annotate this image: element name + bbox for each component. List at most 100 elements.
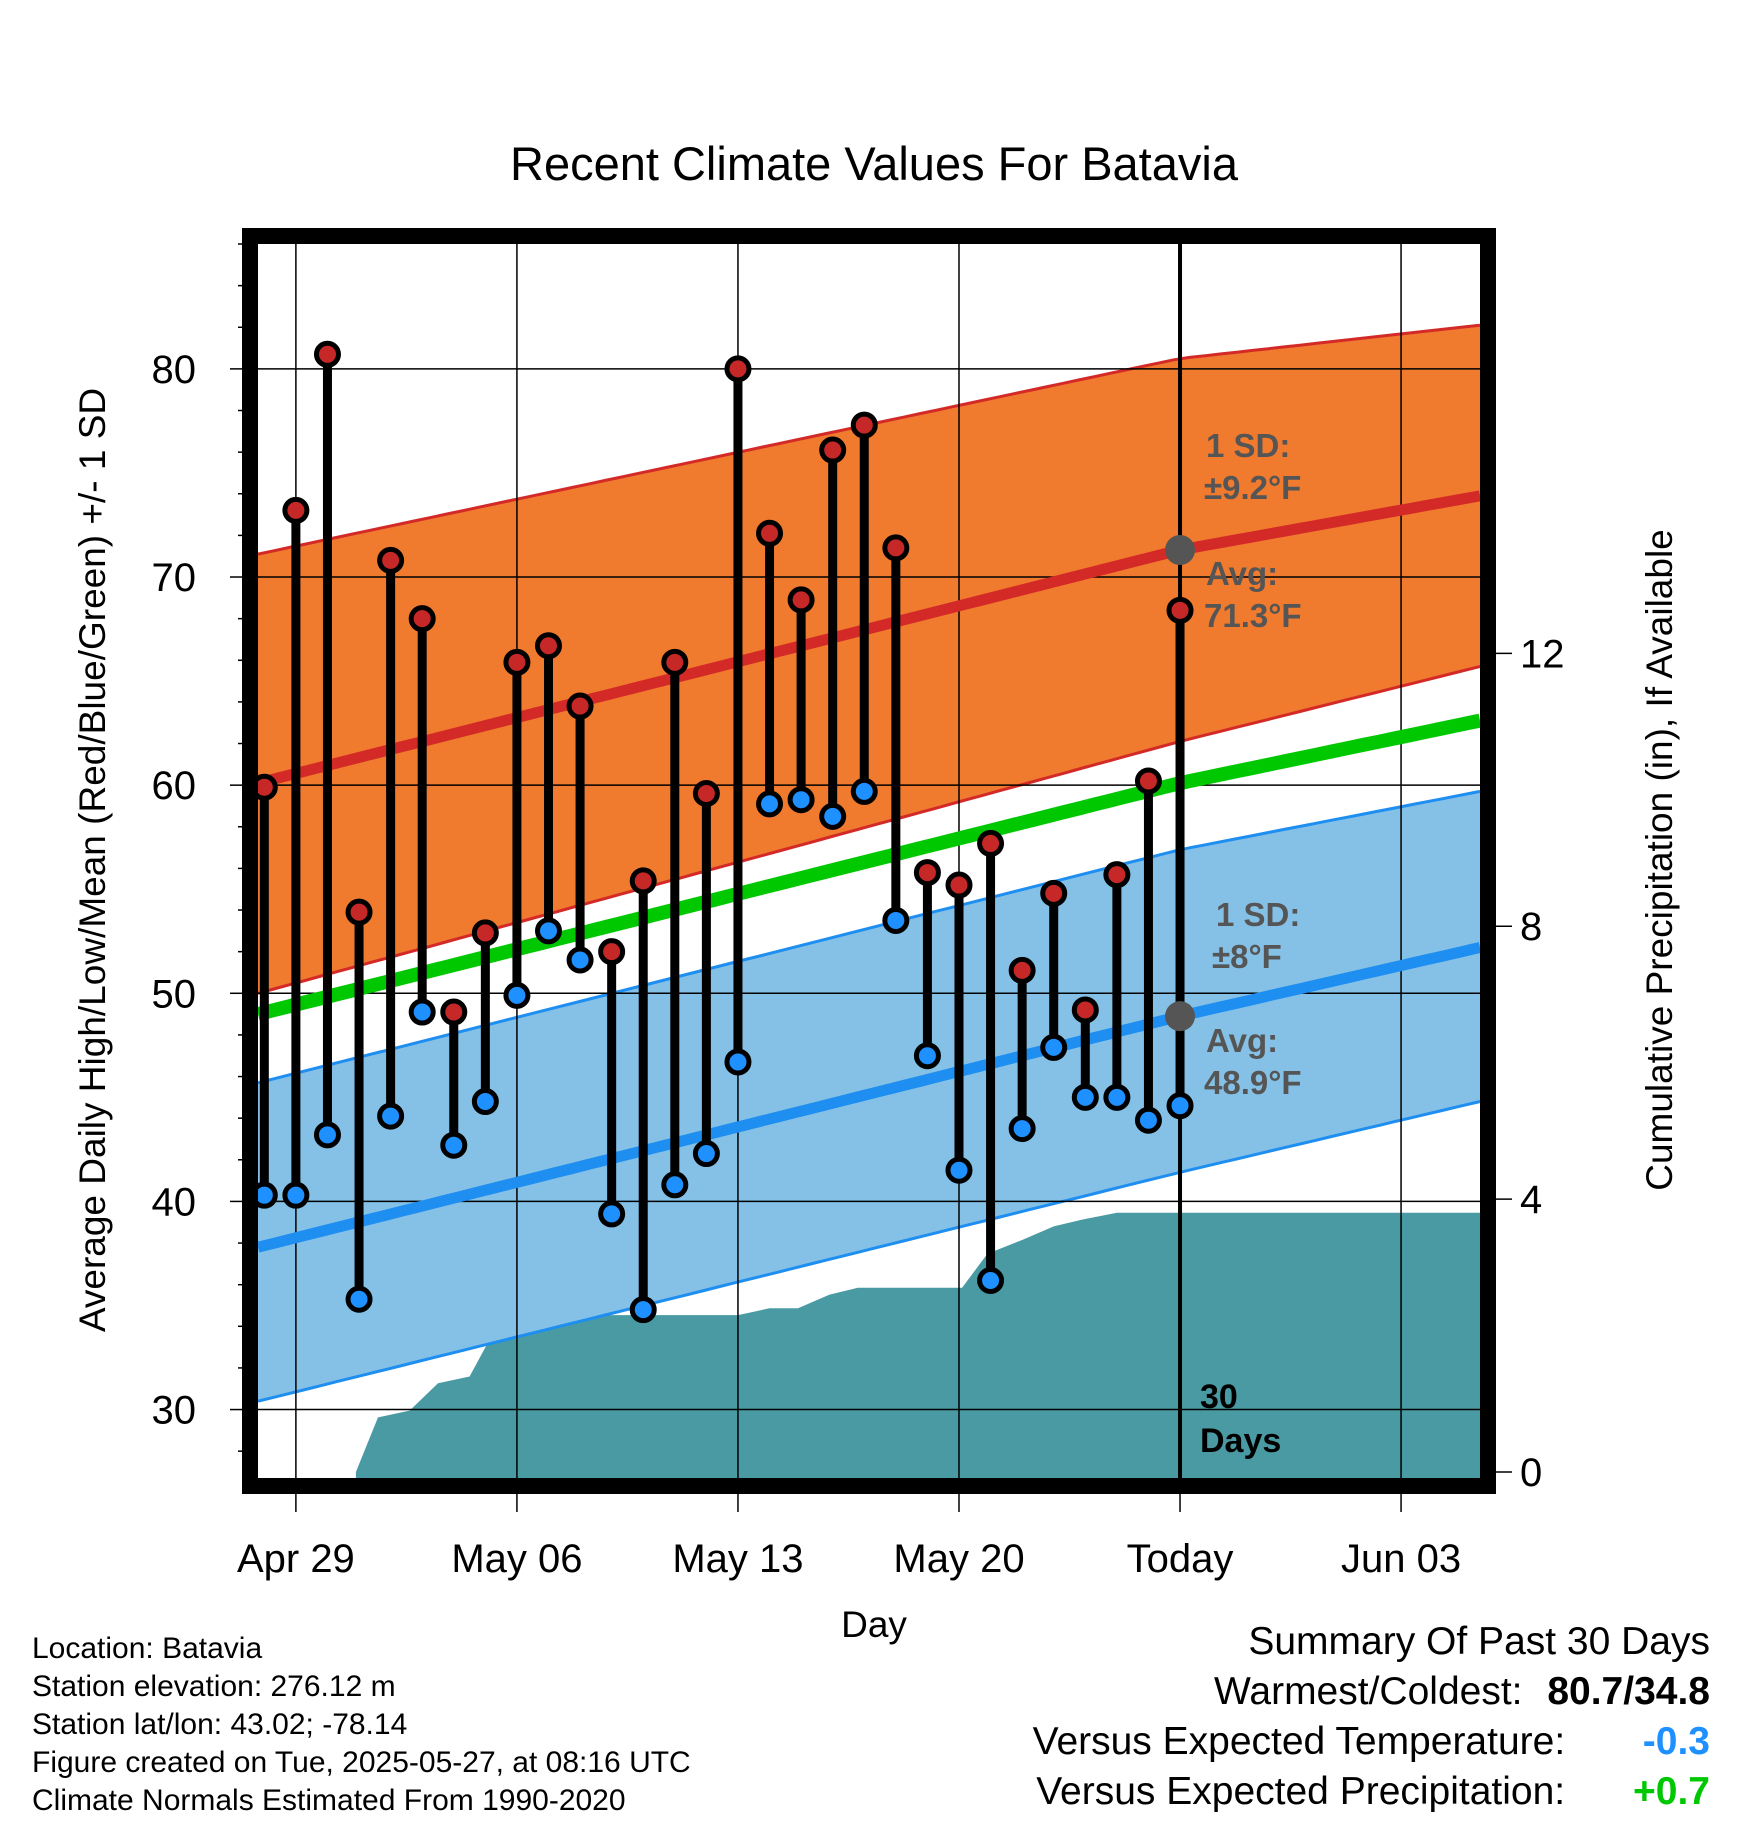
daily-high-point	[977, 829, 1005, 857]
daily-low-point	[850, 777, 878, 805]
daily-low-point	[1071, 1083, 1099, 1111]
daily-high-point	[471, 919, 499, 947]
daily-high-point	[629, 867, 657, 895]
station-info: Location: Batavia Station elevation: 276…	[32, 1630, 691, 1820]
summary-precip-label: Versus Expected Precipitation:	[1036, 1770, 1566, 1813]
daily-high-point	[850, 411, 878, 439]
summary-heading: Summary Of Past 30 Days	[1248, 1620, 1710, 1663]
daily-low-point	[913, 1042, 941, 1070]
daily-high-point	[692, 779, 720, 807]
daily-low-point	[945, 1156, 973, 1184]
low-normal-line	[256, 942, 1482, 1253]
daily-high-point	[313, 340, 341, 368]
daily-high-point	[1103, 861, 1131, 889]
low-sd-value: ±8°F	[1212, 938, 1282, 975]
daily-high-point	[945, 871, 973, 899]
info-elevation: Station elevation: 276.12 m	[32, 1670, 396, 1703]
daily-low-point	[535, 917, 563, 945]
y-tick-label: 50	[152, 972, 197, 1016]
summary-temp-row: Versus Expected Temperature: -0.3	[1033, 1720, 1710, 1770]
daily-high-point	[598, 938, 626, 966]
daily-low-point	[440, 1131, 468, 1159]
low-upper-line	[257, 789, 1481, 1085]
daily-low-point	[977, 1267, 1005, 1295]
daily-high-point	[1166, 596, 1194, 624]
y-tick-label: 40	[152, 1180, 197, 1224]
high-avg-marker	[1165, 534, 1196, 565]
precip-area	[355, 1212, 1480, 1478]
daily-low-point	[756, 790, 784, 818]
daily-low-point	[503, 981, 531, 1009]
daily-high-point	[535, 632, 563, 660]
daily-low-point	[661, 1171, 689, 1199]
daily-high-point	[882, 534, 910, 562]
summary-warm-cold-label: Warmest/Coldest:	[1214, 1670, 1523, 1713]
daily-low-point	[282, 1181, 310, 1209]
daily-low-point	[629, 1296, 657, 1324]
x-tick-label: May 13	[672, 1537, 803, 1581]
mean-normal-line	[256, 713, 1482, 1021]
daily-low-point	[1040, 1033, 1068, 1061]
y2-tick-label: 4	[1520, 1178, 1542, 1222]
summary-temp-value: -0.3	[1642, 1720, 1710, 1763]
y2-tick-label: 8	[1520, 905, 1542, 949]
summary-temp-label: Versus Expected Temperature:	[1032, 1720, 1566, 1763]
daily-high-point	[1040, 879, 1068, 907]
x-tick-label: Jun 03	[1341, 1537, 1461, 1581]
summary-precip-value: +0.7	[1633, 1770, 1710, 1813]
y-axis-label: Average Daily High/Low/Mean (Red/Blue/Gr…	[72, 388, 113, 1332]
daily-low-point	[345, 1285, 373, 1313]
high-sd-label: 1 SD:	[1206, 427, 1290, 464]
y-tick-label: 80	[152, 348, 197, 392]
daily-high-point	[787, 586, 815, 614]
daily-high-point	[282, 496, 310, 524]
daily-high-point	[377, 546, 405, 574]
daily-low-point	[313, 1121, 341, 1149]
low-sd-label: 1 SD:	[1216, 896, 1300, 933]
daily-low-point	[408, 998, 436, 1026]
daily-high-point	[503, 648, 531, 676]
daily-low-point	[566, 946, 594, 974]
info-created: Figure created on Tue, 2025-05-27, at 08…	[32, 1746, 691, 1779]
y-tick-label: 70	[152, 556, 197, 600]
daily-high-point	[913, 859, 941, 887]
daily-low-point	[1008, 1115, 1036, 1143]
daily-low-point	[377, 1102, 405, 1130]
summary-panel: Summary Of Past 30 Days Warmest/Coldest:…	[1033, 1620, 1710, 1820]
daily-low-point	[471, 1088, 499, 1116]
low-lower-line	[257, 1100, 1481, 1403]
low-avg-marker	[1165, 1001, 1196, 1032]
y-tick-label: 60	[152, 764, 197, 808]
high-avg-label: Avg:	[1206, 555, 1278, 592]
summary-warm-cold-row: Warmest/Coldest: 80.7/34.8	[1033, 1670, 1710, 1720]
y2-tick-label: 0	[1520, 1451, 1542, 1495]
daily-high-point	[408, 605, 436, 633]
daily-high-point	[724, 355, 752, 383]
daily-high-point	[566, 692, 594, 720]
y2-tick-label: 12	[1520, 632, 1565, 676]
y2-axis-label: Cumulative Precipitation (in), If Availa…	[1639, 529, 1680, 1191]
daily-high-point	[661, 648, 689, 676]
daily-low-point	[1166, 1092, 1194, 1120]
info-location: Location: Batavia	[32, 1632, 263, 1665]
y-tick-label: 30	[152, 1389, 197, 1433]
daily-low-point	[1103, 1083, 1131, 1111]
daily-high-point	[819, 436, 847, 464]
plot-frame	[242, 228, 1496, 1494]
daily-high-point	[1071, 996, 1099, 1024]
daily-high-point	[440, 998, 468, 1026]
daily-high-point	[756, 519, 784, 547]
high-avg-value: 71.3°F	[1204, 597, 1302, 634]
x-tick-label: Apr 29	[237, 1537, 355, 1581]
daily-low-point	[724, 1048, 752, 1076]
high-sd-value: ±9.2°F	[1204, 469, 1301, 506]
daily-high-point	[345, 898, 373, 926]
daily-low-point	[1134, 1106, 1162, 1134]
high-sd-band	[258, 325, 1480, 994]
summary-warm-cold-value: 80.7/34.8	[1547, 1670, 1710, 1713]
daily-high-point	[1008, 956, 1036, 984]
daily-low-point	[882, 906, 910, 934]
daily-low-point	[819, 802, 847, 830]
summary-precip-row: Versus Expected Precipitation: +0.7	[1033, 1770, 1710, 1820]
